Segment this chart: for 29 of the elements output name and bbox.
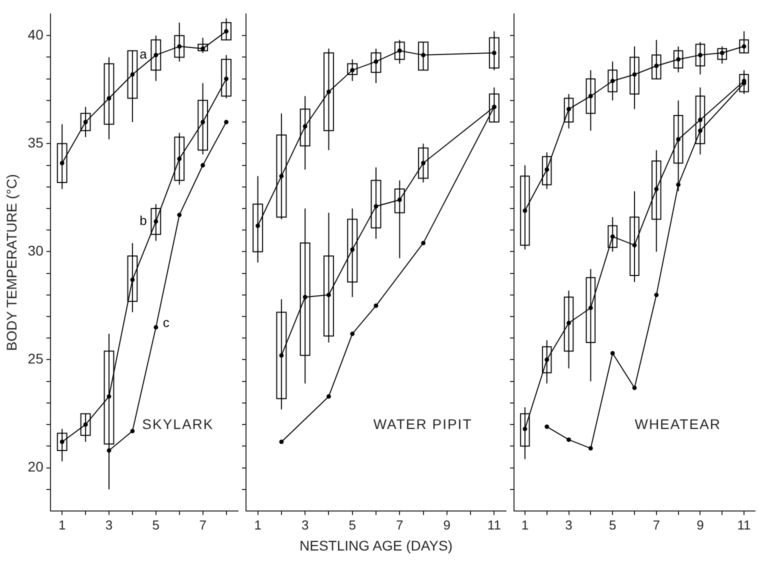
series-label: c bbox=[162, 314, 170, 330]
x-tick-label: 9 bbox=[443, 517, 451, 532]
x-tick-label: 7 bbox=[396, 517, 404, 532]
x-tick-label: 5 bbox=[608, 517, 616, 532]
x-tick-label: 5 bbox=[152, 517, 160, 532]
x-tick-label: 7 bbox=[652, 517, 660, 532]
x-tick-label: 7 bbox=[199, 517, 206, 532]
y-tick-label: 20 bbox=[28, 458, 44, 475]
x-tick-label: 1 bbox=[254, 517, 262, 532]
annotation: WATER PIPIT bbox=[373, 416, 472, 432]
x-tick-label: 5 bbox=[348, 517, 356, 532]
x-tick-label: 3 bbox=[301, 517, 309, 532]
y-tick-label: 40 bbox=[28, 26, 44, 42]
x-tick-label: 1 bbox=[58, 517, 66, 532]
x-tick-label: 1 bbox=[521, 517, 529, 532]
x-axis-title: NESTLING AGE (DAYS) bbox=[300, 537, 452, 554]
x-tick-label: 11 bbox=[487, 517, 501, 532]
y-tick-label: 35 bbox=[28, 134, 44, 151]
annotation: SKYLARK bbox=[142, 416, 214, 432]
series-label: a bbox=[140, 46, 148, 62]
y-axis-title: BODY TEMPERATURE (°C) bbox=[3, 174, 20, 351]
x-tick-label: 3 bbox=[565, 517, 572, 532]
x-tick-label: 3 bbox=[105, 517, 113, 532]
annotation: WHEATEAR bbox=[634, 416, 722, 432]
x-tick-label: 9 bbox=[696, 517, 704, 532]
series-label: b bbox=[140, 213, 147, 228]
y-tick-label: 30 bbox=[28, 242, 44, 259]
x-tick-label: 11 bbox=[737, 517, 751, 532]
y-tick-label: 25 bbox=[28, 350, 44, 367]
